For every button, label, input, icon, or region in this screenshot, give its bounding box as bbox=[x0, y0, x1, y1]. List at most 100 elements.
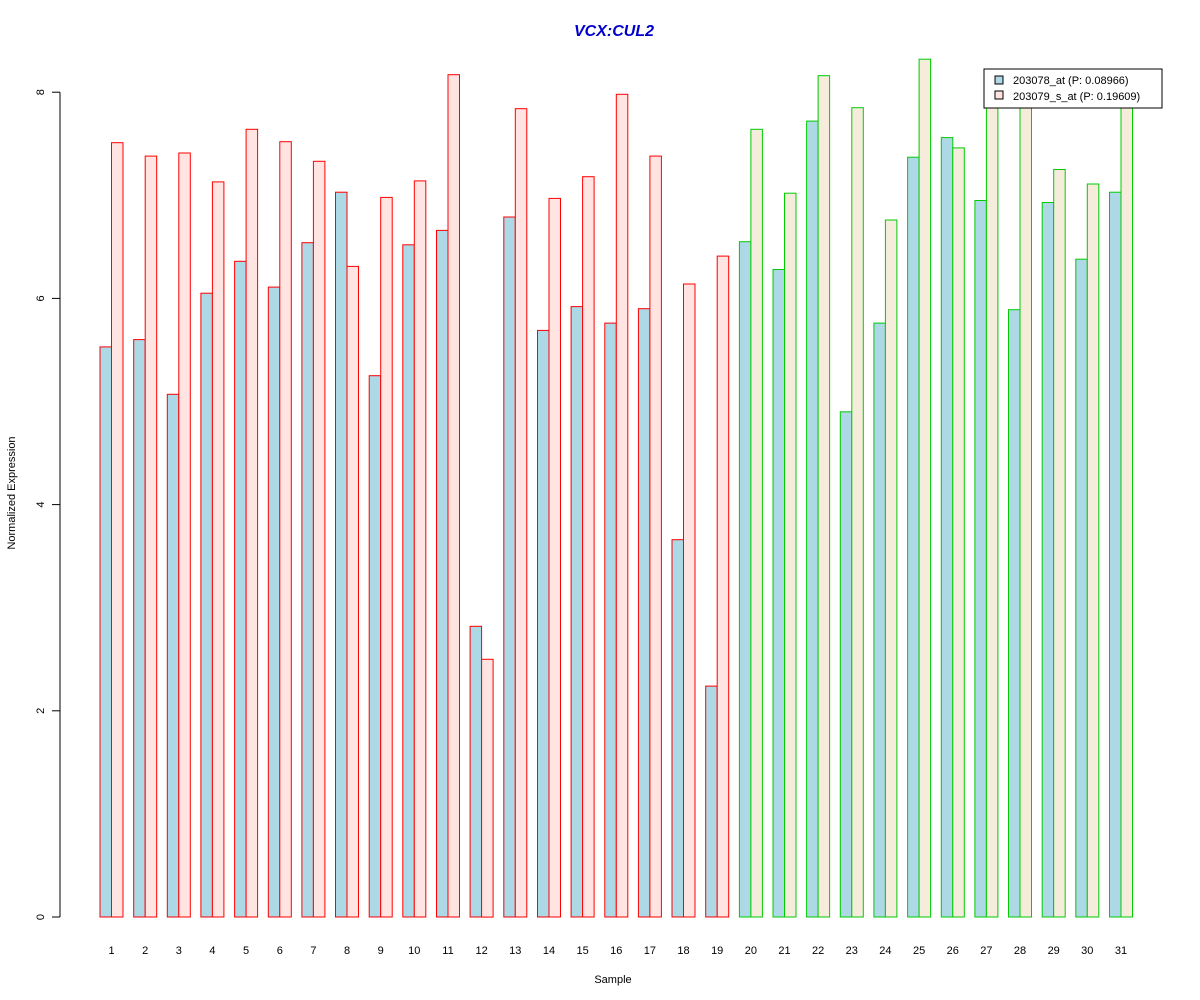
bar-series-1-sample-28 bbox=[1008, 309, 1021, 918]
x-tick-label: 26 bbox=[947, 945, 959, 957]
y-axis-label: Normalized Expression bbox=[6, 436, 18, 549]
bar-series-2-sample-19 bbox=[716, 255, 730, 918]
bar-series-2-sample-3 bbox=[178, 152, 191, 918]
y-tick-label: 8 bbox=[35, 89, 47, 95]
bar-series-2-sample-20 bbox=[750, 128, 763, 918]
bar-series-1-sample-15 bbox=[570, 306, 584, 918]
bar-series-1-sample-17 bbox=[637, 308, 651, 918]
bar-series-2-sample-7 bbox=[312, 160, 326, 918]
legend-box bbox=[983, 68, 1163, 109]
x-tick-label: 5 bbox=[243, 945, 249, 957]
bar-series-2-sample-30 bbox=[1086, 183, 1100, 918]
x-tick-label: 22 bbox=[812, 945, 824, 957]
y-tick-label: 4 bbox=[35, 502, 47, 508]
x-axis: 1 2 3 4 5 6 7 8 9 10 11 12 13 14 15 16 17 18 19 20 21 22 23 24 2… bbox=[108, 945, 1127, 957]
chart-title: VCX:CUL2 bbox=[574, 23, 654, 40]
bar-series-1-sample-6 bbox=[267, 286, 281, 918]
x-tick-label: 15 bbox=[576, 945, 588, 957]
x-tick-label: 9 bbox=[378, 945, 384, 957]
legend-swatch-series-2 bbox=[994, 90, 1004, 100]
bar-series-2-sample-9 bbox=[380, 196, 393, 918]
bar-series-1-sample-20 bbox=[738, 241, 752, 918]
legend: 203078_at (P: 0.08966) 203079_s_at (P: 0… bbox=[983, 68, 1163, 109]
x-tick-label: 16 bbox=[610, 945, 622, 957]
x-tick-label: 1 bbox=[108, 945, 114, 957]
bar-series-1-sample-19 bbox=[705, 685, 718, 918]
bar-series-2-sample-28 bbox=[1019, 105, 1032, 918]
x-tick-label: 17 bbox=[644, 945, 656, 957]
bar-series-1-sample-25 bbox=[907, 156, 920, 918]
bar-series-1-sample-24 bbox=[873, 322, 886, 918]
bar-series-1-sample-16 bbox=[604, 322, 617, 918]
x-tick-label: 27 bbox=[980, 945, 992, 957]
legend-label-series-1: 203078_at (P: 0.08966) bbox=[1013, 75, 1129, 87]
bar-series-1-sample-7 bbox=[301, 242, 314, 918]
x-tick-label: 31 bbox=[1115, 945, 1127, 957]
x-axis-label: Sample bbox=[594, 974, 631, 986]
x-tick-label: 24 bbox=[879, 945, 891, 957]
x-tick-label: 20 bbox=[745, 945, 757, 957]
bar-series-1-sample-3 bbox=[166, 393, 180, 918]
bar-series-2-sample-18 bbox=[683, 283, 696, 918]
bar-series-2-sample-21 bbox=[784, 192, 797, 918]
bar-series-2-sample-22 bbox=[817, 75, 831, 918]
bar-series-2-sample-15 bbox=[582, 176, 595, 918]
bar-series-1-sample-4 bbox=[200, 292, 213, 918]
bar-series-2-sample-27 bbox=[985, 102, 999, 918]
x-tick-label: 12 bbox=[475, 945, 487, 957]
x-tick-label: 2 bbox=[142, 945, 148, 957]
bar-series-1-sample-14 bbox=[537, 329, 550, 918]
x-tick-label: 18 bbox=[677, 945, 689, 957]
bar-series-2-sample-24 bbox=[884, 219, 898, 918]
bar-series-1-sample-8 bbox=[335, 191, 348, 918]
x-tick-label: 10 bbox=[408, 945, 420, 957]
x-tick-label: 7 bbox=[310, 945, 316, 957]
bar-series-2-sample-11 bbox=[447, 74, 460, 918]
bar-series-1-sample-9 bbox=[368, 375, 382, 918]
x-tick-label: 8 bbox=[344, 945, 350, 957]
x-tick-label: 4 bbox=[209, 945, 215, 957]
y-tick-label: 0 bbox=[35, 914, 47, 920]
x-tick-label: 19 bbox=[711, 945, 723, 957]
x-tick-label: 11 bbox=[442, 945, 453, 957]
x-tick-label: 28 bbox=[1014, 945, 1026, 957]
bar-series-2-sample-13 bbox=[514, 108, 528, 918]
bar-series-1-sample-21 bbox=[772, 269, 785, 918]
bar-series-2-sample-4 bbox=[211, 181, 225, 918]
bar-series-2-sample-1 bbox=[111, 142, 124, 918]
legend-swatch-series-1 bbox=[994, 75, 1004, 85]
x-tick-label: 23 bbox=[846, 945, 858, 957]
y-tick-label: 6 bbox=[35, 295, 47, 301]
y-tick-label: 2 bbox=[35, 708, 47, 714]
x-tick-label: 14 bbox=[543, 945, 555, 957]
bar-series-1-sample-10 bbox=[402, 244, 415, 918]
bar-series-1-sample-26 bbox=[940, 137, 954, 918]
bar-series-1-sample-1 bbox=[99, 346, 112, 918]
bar-series-1-sample-18 bbox=[671, 539, 684, 918]
legend-label-series-2: 203079_s_at (P: 0.19609) bbox=[1013, 91, 1140, 103]
bar-series-2-sample-5 bbox=[245, 128, 259, 918]
x-tick-label: 13 bbox=[509, 945, 521, 957]
bar-series-2-sample-10 bbox=[413, 180, 427, 918]
bar-series-1-sample-29 bbox=[1041, 202, 1055, 918]
x-tick-label: 30 bbox=[1081, 945, 1093, 957]
bar-series-1-sample-31 bbox=[1109, 191, 1122, 918]
bar-series-2-sample-17 bbox=[649, 155, 662, 918]
bar-series-1-sample-23 bbox=[839, 411, 853, 918]
bars-group bbox=[99, 58, 1133, 918]
x-tick-label: 6 bbox=[277, 945, 283, 957]
bar-series-2-sample-25 bbox=[918, 58, 932, 918]
bar-series-2-sample-6 bbox=[279, 141, 292, 918]
bar-series-1-sample-2 bbox=[133, 339, 146, 918]
x-tick-label: 29 bbox=[1048, 945, 1060, 957]
bar-series-1-sample-11 bbox=[436, 229, 449, 918]
bar-series-2-sample-23 bbox=[851, 107, 864, 918]
bar-series-1-sample-27 bbox=[974, 200, 987, 918]
x-tick-label: 21 bbox=[778, 945, 790, 957]
x-tick-label: 3 bbox=[176, 945, 182, 957]
x-tick-label: 25 bbox=[913, 945, 925, 957]
bar-series-2-sample-12 bbox=[481, 658, 494, 918]
bar-series-1-sample-5 bbox=[234, 260, 247, 918]
y-axis: 0 2 4 6 8 bbox=[35, 89, 61, 920]
